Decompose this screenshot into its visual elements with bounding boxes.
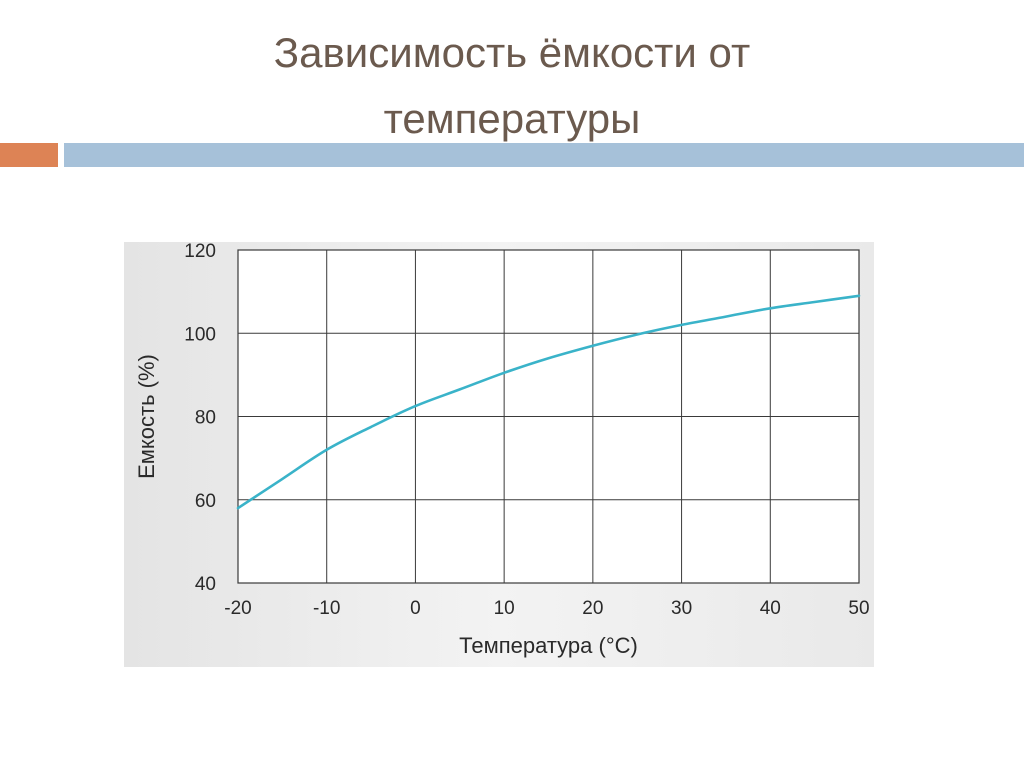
y-tick-label: 40 bbox=[195, 574, 216, 595]
x-tick-label: -10 bbox=[313, 598, 340, 619]
x-tick-label: 30 bbox=[671, 598, 692, 619]
accent-bar-orange bbox=[0, 143, 58, 167]
y-tick-labels: 40 60 80 100 120 bbox=[184, 242, 216, 595]
capacity-temperature-chart: -20 -10 0 10 20 30 40 50 40 60 80 100 120 Температу… bbox=[124, 242, 874, 667]
y-axis-title: Емкость (%) bbox=[134, 354, 159, 479]
x-tick-label: 10 bbox=[494, 598, 515, 619]
y-tick-label: 60 bbox=[195, 491, 216, 512]
x-tick-label: 20 bbox=[582, 598, 603, 619]
x-tick-label: 0 bbox=[410, 598, 421, 619]
x-axis-title: Температура (°C) bbox=[459, 633, 638, 658]
slide-title: Зависимость ёмкости от температуры bbox=[60, 20, 964, 152]
x-tick-labels: -20 -10 0 10 20 30 40 50 bbox=[224, 598, 869, 619]
series-line-capacity bbox=[236, 294, 861, 510]
accent-bar-blue bbox=[64, 143, 1024, 167]
y-tick-label: 100 bbox=[184, 324, 216, 345]
y-tick-label: 120 bbox=[184, 242, 216, 262]
grid-lines bbox=[237, 249, 860, 584]
x-tick-label: -20 bbox=[224, 598, 251, 619]
x-tick-label: 40 bbox=[760, 598, 781, 619]
slide-title-line-2: температуры bbox=[383, 95, 641, 142]
x-tick-label: 50 bbox=[848, 598, 869, 619]
y-tick-label: 80 bbox=[195, 408, 216, 429]
slide-title-line-1: Зависимость ёмкости от bbox=[273, 29, 751, 76]
chart-panel: -20 -10 0 10 20 30 40 50 40 60 80 100 120 Температу… bbox=[124, 242, 874, 667]
